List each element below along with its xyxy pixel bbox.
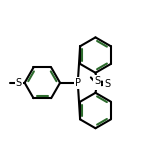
Text: S: S <box>104 79 110 89</box>
Text: S: S <box>16 78 22 88</box>
Text: S: S <box>94 76 100 86</box>
Text: S: S <box>94 79 100 89</box>
Text: P: P <box>75 78 81 88</box>
